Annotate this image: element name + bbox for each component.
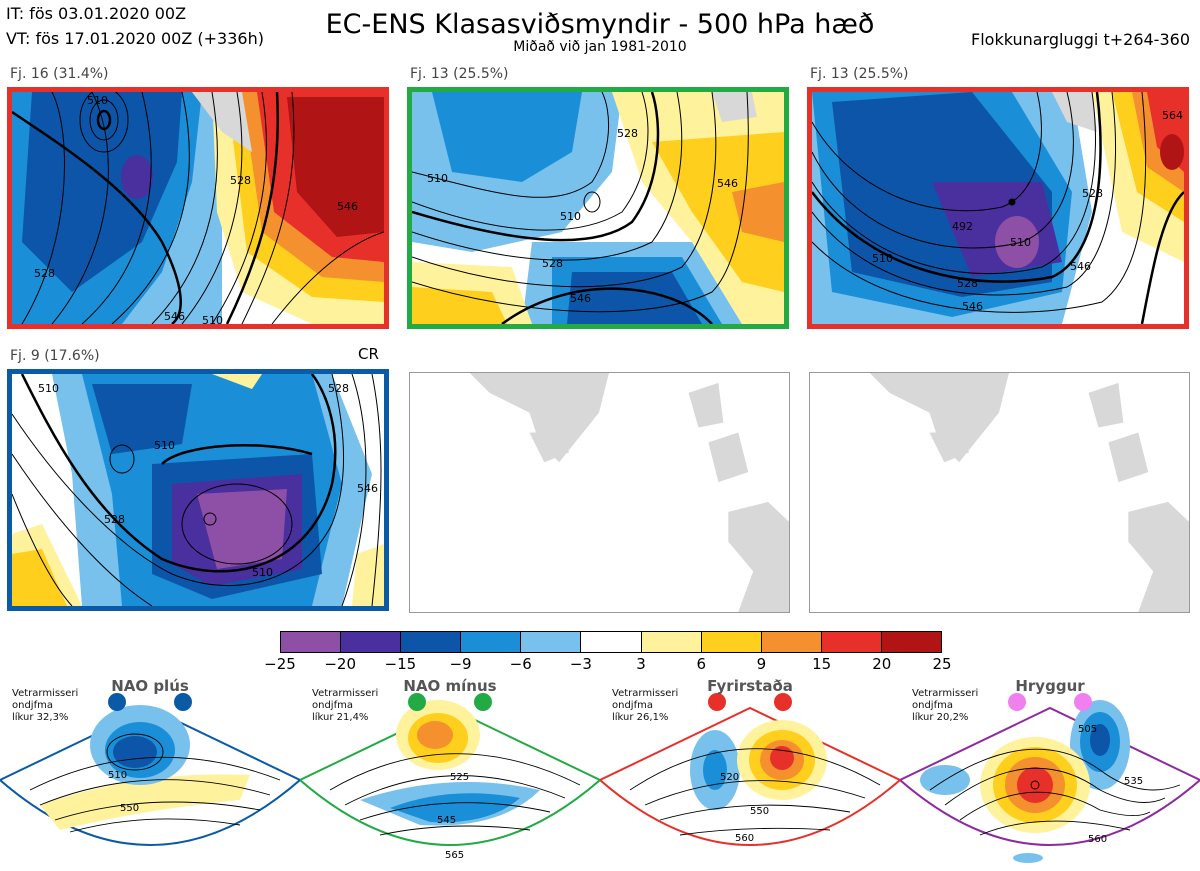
contour-label: 510 bbox=[38, 382, 59, 395]
colorbar-tick: −15 bbox=[384, 655, 417, 673]
contour-label: 510 bbox=[87, 94, 108, 107]
contour-label: 528 bbox=[542, 257, 563, 270]
contour-label: 528 bbox=[230, 174, 251, 187]
colorbar-swatch bbox=[761, 632, 822, 652]
contour-label: 528 bbox=[617, 127, 638, 140]
colorbar-swatch bbox=[461, 632, 522, 652]
panel-3-label: Fj. 13 (25.5%) bbox=[810, 66, 909, 82]
colorbar-tick: 20 bbox=[872, 655, 892, 673]
contour-label: 546 bbox=[337, 200, 358, 213]
colorbar-swatch bbox=[701, 632, 762, 652]
contour-label: 564 bbox=[1162, 109, 1183, 122]
panel-4-label: Fj. 9 (17.6%) bbox=[10, 348, 100, 364]
contour-label: 546 bbox=[1070, 260, 1091, 273]
colorbar-swatch bbox=[641, 632, 702, 652]
colorbar bbox=[280, 631, 942, 653]
empty-map-6 bbox=[809, 372, 1190, 613]
colorbar-tick: −6 bbox=[509, 655, 532, 673]
contour-label: 565 bbox=[445, 850, 464, 861]
regime-blocking-map: 520 550 560 bbox=[600, 693, 900, 846]
regime-ridge-map: 505 535 560 bbox=[900, 693, 1200, 863]
contour-label: 528 bbox=[104, 513, 125, 526]
regime-info: Vetrarmisseri ondjfma líkur 32,3% bbox=[12, 688, 79, 723]
contour-label: 510 bbox=[427, 172, 448, 185]
contour-label: 535 bbox=[1124, 776, 1143, 787]
contour-label: 560 bbox=[1088, 834, 1107, 845]
colorbar-swatch bbox=[581, 632, 642, 652]
cluster-map-1: 510 528 546 528 546 510 bbox=[7, 87, 389, 329]
contour-label: 528 bbox=[1082, 187, 1103, 200]
colorbar-tick: 15 bbox=[812, 655, 832, 673]
valid-time: VT: fös 17.01.2020 00Z (+336h) bbox=[6, 29, 264, 48]
regime-info: Vetrarmisseri ondjfma líkur 26,1% bbox=[612, 688, 679, 723]
colorbar-tick: −20 bbox=[324, 655, 356, 673]
cluster-map-3: 492 510 528 546 510 546 528 564 bbox=[807, 87, 1189, 329]
page-subtitle: Miðað við jan 1981-2010 bbox=[513, 39, 687, 55]
contour-label: 510 bbox=[252, 566, 273, 579]
contour-label: 525 bbox=[450, 772, 469, 783]
contour-label: 550 bbox=[120, 803, 139, 814]
contour-label: 546 bbox=[717, 177, 738, 190]
contour-label: 528 bbox=[34, 267, 55, 280]
colorbar-swatch bbox=[281, 632, 342, 652]
panel-2-label: Fj. 13 (25.5%) bbox=[410, 66, 509, 82]
contour-label: 528 bbox=[328, 382, 349, 395]
colorbar-tick: 9 bbox=[756, 655, 767, 673]
contour-label: 510 bbox=[872, 252, 893, 265]
regime-name: Fyrirstaða bbox=[707, 677, 793, 695]
colorbar-swatch bbox=[881, 632, 942, 652]
regime-info: Vetrarmisseri ondjfma líkur 20,2% bbox=[912, 688, 979, 723]
regime-ridge: 505 535 560 Hryggur Vetrarmisseri ondjfm… bbox=[900, 677, 1200, 870]
contour-label: 510 bbox=[108, 770, 127, 781]
cr-label: CR bbox=[358, 345, 379, 363]
page-title: EC-ENS Klasasviðsmyndir - 500 hPa hæð bbox=[325, 9, 875, 40]
colorbar-tick: 25 bbox=[932, 655, 952, 673]
contour-label: 546 bbox=[164, 310, 185, 323]
contour-label: 546 bbox=[570, 292, 591, 305]
contour-label: 510 bbox=[560, 210, 581, 223]
empty-map-5 bbox=[409, 372, 790, 613]
contour-label: 505 bbox=[1078, 724, 1097, 735]
contour-label: 510 bbox=[202, 314, 223, 324]
cluster-map-4: 510 528 510 528 546 510 bbox=[7, 369, 389, 611]
colorbar-swatch bbox=[401, 632, 462, 652]
colorbar-tick: −9 bbox=[449, 655, 472, 673]
contour-label: 546 bbox=[962, 300, 983, 313]
contour-label: 560 bbox=[735, 833, 754, 844]
contour-label: 510 bbox=[154, 439, 175, 452]
init-time: IT: fös 03.01.2020 00Z bbox=[6, 4, 187, 23]
contour-label: 528 bbox=[957, 277, 978, 290]
regime-nao-minus: 525 545 565 NAO mínus Vetrarmisseri ondj… bbox=[300, 677, 600, 870]
colorbar-swatch bbox=[821, 632, 882, 652]
regime-nao-plus: 510 550 NAO plús Vetrarmisseri ondjfma l… bbox=[0, 677, 300, 870]
colorbar-tick: −25 bbox=[264, 655, 296, 673]
contour-label: 492 bbox=[952, 220, 973, 233]
classification-window: Flokkunargluggi t+264-360 bbox=[971, 30, 1190, 49]
regime-blocking: 520 550 560 Fyrirstaða Vetrarmisseri ond… bbox=[600, 677, 900, 870]
contour-label: 545 bbox=[437, 815, 456, 826]
regime-nao-plus-map: 510 550 bbox=[0, 693, 300, 846]
regime-name: NAO mínus bbox=[403, 677, 497, 695]
cluster-map-2: 510 528 546 510 528 546 bbox=[407, 87, 789, 329]
colorbar-tick: 3 bbox=[636, 655, 646, 673]
colorbar-tick: −3 bbox=[569, 655, 592, 673]
regime-info: Vetrarmisseri ondjfma líkur 21,4% bbox=[312, 688, 379, 723]
regime-name: NAO plús bbox=[111, 677, 189, 695]
colorbar-swatch bbox=[521, 632, 582, 652]
colorbar-tick: 6 bbox=[696, 655, 707, 673]
contour-label: 520 bbox=[720, 772, 739, 783]
contour-label: 510 bbox=[1010, 236, 1031, 249]
contour-label: 546 bbox=[357, 482, 378, 495]
colorbar-swatch bbox=[341, 632, 402, 652]
regime-name: Hryggur bbox=[1015, 677, 1085, 695]
panel-1-label: Fj. 16 (31.4%) bbox=[10, 66, 109, 82]
contour-label: 550 bbox=[750, 806, 769, 817]
regime-nao-minus-map: 525 545 565 bbox=[300, 693, 600, 861]
